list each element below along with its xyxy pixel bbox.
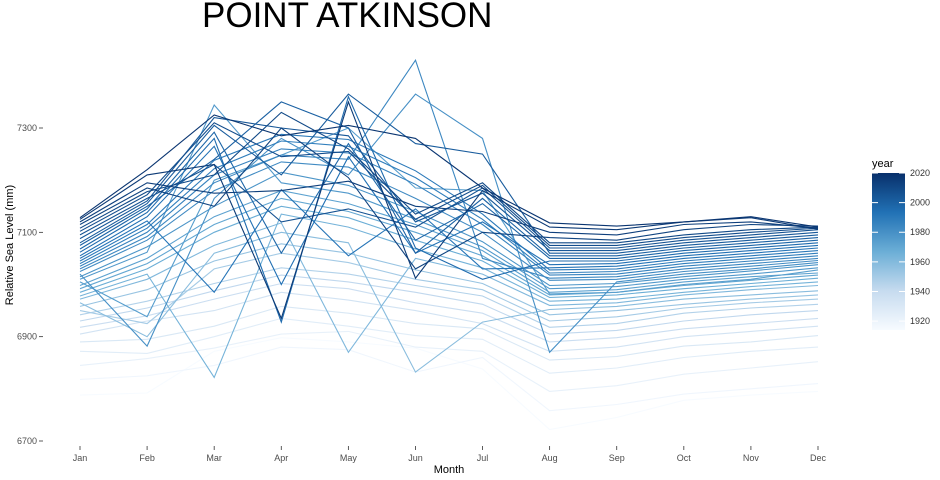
series-line-1978: [79, 171, 819, 287]
x-tick-label: Sep: [609, 453, 625, 463]
x-tick-label: Aug: [542, 453, 558, 463]
x-axis-title: Month: [434, 464, 465, 476]
series-line-1998: [79, 131, 819, 259]
series-line-1914: [79, 337, 819, 431]
series-line-1976: [79, 103, 819, 290]
x-tick-label: Jun: [408, 453, 423, 463]
series-line-1964: [79, 213, 819, 379]
legend-label: 1940: [910, 286, 930, 296]
series-line-2004: [79, 117, 819, 252]
series-line-1970: [79, 197, 819, 296]
color-legend: year 1920 1940 1960 1980 2000 2020: [872, 158, 930, 330]
x-tick-label: Nov: [743, 453, 760, 463]
legend-label: 1960: [910, 257, 930, 267]
series-line-1990: [79, 133, 819, 271]
series-line-2002: [79, 93, 819, 254]
y-tick-label: 7300: [17, 123, 37, 133]
legend-ticks: 1920 1940 1960 1980 2000 2020: [872, 168, 930, 326]
y-tick-label: 6900: [17, 332, 37, 342]
chart-title: POINT ATKINSON: [202, 0, 493, 35]
y-tick-label: 6700: [17, 436, 37, 446]
x-tick-label: Dec: [810, 453, 827, 463]
series-line-1992: [79, 188, 819, 294]
series-line-1946: [79, 267, 819, 328]
legend-label: 1920: [910, 316, 930, 326]
legend-label: 1980: [910, 227, 930, 237]
y-tick-label: 7100: [17, 227, 37, 237]
x-axis: Jan Feb Mar Apr May Jun Jul Aug Sep Oct Nov Dec: [73, 446, 827, 463]
series-line-1994: [79, 145, 819, 286]
legend-label: 2000: [910, 198, 930, 208]
legend-label: 2020: [910, 168, 930, 178]
x-tick-label: Apr: [274, 453, 288, 463]
series-line-2000: [79, 101, 819, 257]
series-line-2014: [79, 180, 819, 236]
series-line-1918: [79, 346, 819, 412]
series-line-1922: [79, 330, 819, 392]
series-line-1986: [79, 148, 819, 276]
x-tick-label: Feb: [139, 453, 155, 463]
series-line-1938: [79, 282, 819, 343]
series-line-2006: [79, 163, 819, 249]
series-line-2008: [79, 122, 819, 246]
series-line-1980: [79, 93, 819, 354]
series-line-1958: [79, 231, 819, 373]
series-line-1942: [79, 274, 819, 335]
series-line-1982: [79, 161, 819, 281]
series-line-2012: [79, 127, 819, 270]
series-line-1934: [79, 291, 819, 352]
x-tick-label: May: [340, 453, 358, 463]
series-line-1926: [79, 317, 819, 374]
series-lines: [79, 58, 819, 431]
series-line-2010: [79, 111, 819, 244]
series-line-1996: [79, 95, 819, 324]
y-axis-title: Relative Sea Level (mm): [4, 185, 16, 305]
x-tick-label: Mar: [206, 453, 222, 463]
series-line-1950: [79, 252, 819, 325]
series-line-1961: [79, 222, 819, 354]
legend-title: year: [872, 158, 894, 170]
series-line-1930: [79, 305, 819, 361]
series-line-2018: [79, 114, 819, 228]
x-tick-label: Oct: [677, 453, 692, 463]
y-axis: 6700 6900 7100 7300: [17, 123, 43, 446]
x-tick-label: Jan: [73, 453, 88, 463]
x-tick-label: Jul: [477, 453, 489, 463]
series-line-1954: [79, 243, 819, 316]
legend-colorbar: [872, 173, 905, 330]
